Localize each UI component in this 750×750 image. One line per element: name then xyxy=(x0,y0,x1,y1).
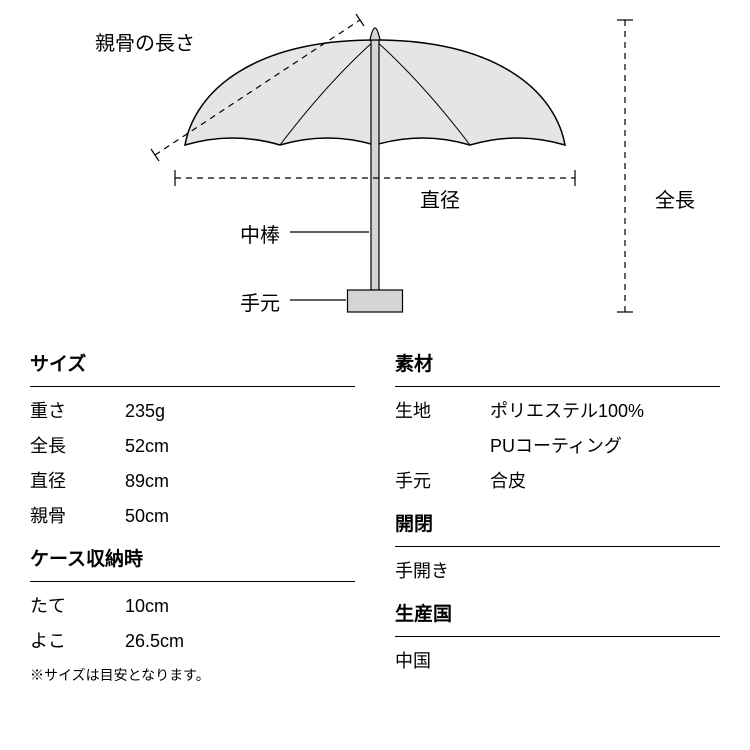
size-row: 全長52cm xyxy=(30,432,355,461)
label-handle: 手元 xyxy=(240,288,280,320)
umbrella-canopy xyxy=(185,28,565,312)
size-label: 直径 xyxy=(30,467,125,496)
material-row: 生地ポリエステル100% xyxy=(395,397,720,426)
section-title-origin: 生産国 xyxy=(395,600,720,637)
section-title-openclose: 開閉 xyxy=(395,510,720,547)
label-shaft: 中棒 xyxy=(240,220,280,252)
umbrella-diagram: 親骨の長さ 直径 全長 中棒 手元 xyxy=(0,0,750,340)
case-row: よこ26.5cm xyxy=(30,627,355,656)
openclose-value: 手開き xyxy=(395,557,720,586)
material-value: 合皮 xyxy=(490,467,720,496)
material-label xyxy=(395,432,490,461)
case-row: たて10cm xyxy=(30,592,355,621)
material-row: PUコーティング xyxy=(395,432,720,461)
origin-value: 中国 xyxy=(395,647,720,676)
material-label: 手元 xyxy=(395,467,490,496)
size-value: 235g xyxy=(125,397,355,426)
size-label: 全長 xyxy=(30,432,125,461)
size-value: 89cm xyxy=(125,467,355,496)
size-value: 50cm xyxy=(125,502,355,531)
size-label: 親骨 xyxy=(30,502,125,531)
label-total-length: 全長 xyxy=(655,185,695,217)
size-row: 親骨50cm xyxy=(30,502,355,531)
size-row: 重さ235g xyxy=(30,397,355,426)
specs-table: サイズ 重さ235g全長52cm直径89cm親骨50cm ケース収納時 たて10… xyxy=(0,340,750,686)
size-row: 直径89cm xyxy=(30,467,355,496)
specs-left-column: サイズ 重さ235g全長52cm直径89cm親骨50cm ケース収納時 たて10… xyxy=(30,350,355,686)
label-diameter: 直径 xyxy=(420,185,460,217)
section-title-material: 素材 xyxy=(395,350,720,387)
label-rib-length: 親骨の長さ xyxy=(95,28,195,60)
material-value: PUコーティング xyxy=(490,432,720,461)
specs-right-column: 素材 生地ポリエステル100%PUコーティング手元合皮 開閉 手開き 生産国 中… xyxy=(395,350,720,686)
case-label: よこ xyxy=(30,627,125,656)
size-value: 52cm xyxy=(125,432,355,461)
size-footnote: ※サイズは目安となります。 xyxy=(30,664,355,686)
case-label: たて xyxy=(30,592,125,621)
section-title-size: サイズ xyxy=(30,350,355,387)
size-label: 重さ xyxy=(30,397,125,426)
material-label: 生地 xyxy=(395,397,490,426)
case-value: 26.5cm xyxy=(125,627,355,656)
case-value: 10cm xyxy=(125,592,355,621)
material-value: ポリエステル100% xyxy=(490,397,720,426)
section-title-case: ケース収納時 xyxy=(30,545,355,582)
material-row: 手元合皮 xyxy=(395,467,720,496)
